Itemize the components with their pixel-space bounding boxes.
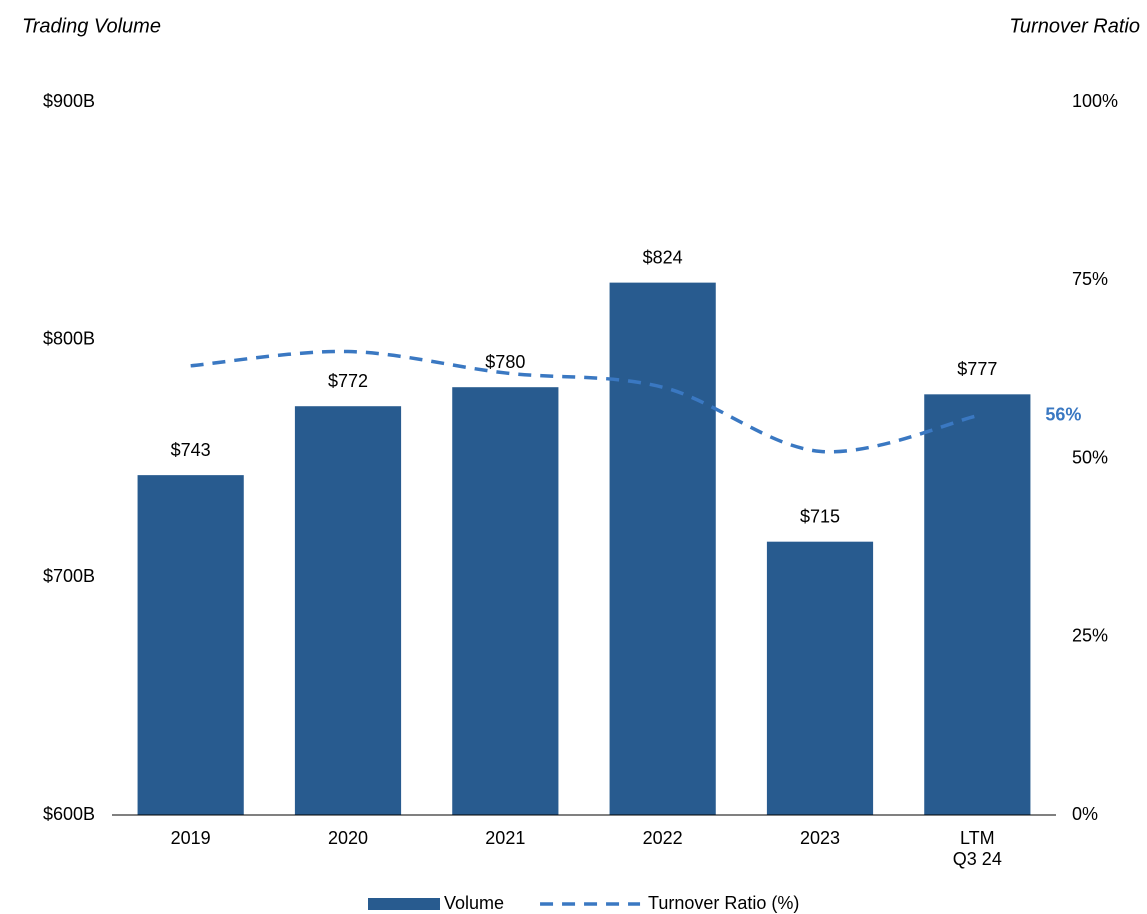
x-tick-label: 2022 xyxy=(643,828,683,848)
data-label: $743 xyxy=(171,440,211,460)
y2-tick-label: 100% xyxy=(1072,91,1118,111)
y2-axis-title: Turnover Ratio xyxy=(1009,15,1140,37)
bar xyxy=(294,406,402,815)
bar xyxy=(924,394,1031,815)
data-label: $824 xyxy=(643,247,683,267)
y-tick-label: $900B xyxy=(43,91,95,111)
y-axis-title: Trading Volume xyxy=(22,15,161,37)
y-tick-label: $700B xyxy=(43,566,95,586)
data-label: $715 xyxy=(800,506,840,526)
y2-tick-label: 50% xyxy=(1072,447,1108,467)
legend-label: Volume xyxy=(444,893,504,913)
y2-tick-label: 25% xyxy=(1072,626,1108,646)
y-tick-label: $800B xyxy=(43,328,95,348)
x-tick-label: 2023 xyxy=(800,828,840,848)
line-label: 56% xyxy=(1045,404,1081,424)
bar xyxy=(137,475,244,815)
x-tick-label: 2021 xyxy=(485,828,525,848)
bar xyxy=(609,282,716,815)
x-tick-label: 2020 xyxy=(328,828,368,848)
x-tick-label: 2019 xyxy=(171,828,211,848)
legend-label: Turnover Ratio (%) xyxy=(648,893,799,913)
bar xyxy=(452,387,559,815)
x-tick-label: Q3 24 xyxy=(953,849,1002,869)
y2-tick-label: 75% xyxy=(1072,269,1108,289)
x-tick-label: LTM xyxy=(960,828,995,848)
y2-tick-label: 0% xyxy=(1072,804,1098,824)
legend-swatch xyxy=(368,898,440,910)
data-label: $780 xyxy=(485,352,525,372)
data-label: $772 xyxy=(328,371,368,391)
bar xyxy=(766,541,874,815)
line xyxy=(190,349,978,454)
data-label: $777 xyxy=(957,359,997,379)
y-tick-label: $600B xyxy=(43,804,95,824)
